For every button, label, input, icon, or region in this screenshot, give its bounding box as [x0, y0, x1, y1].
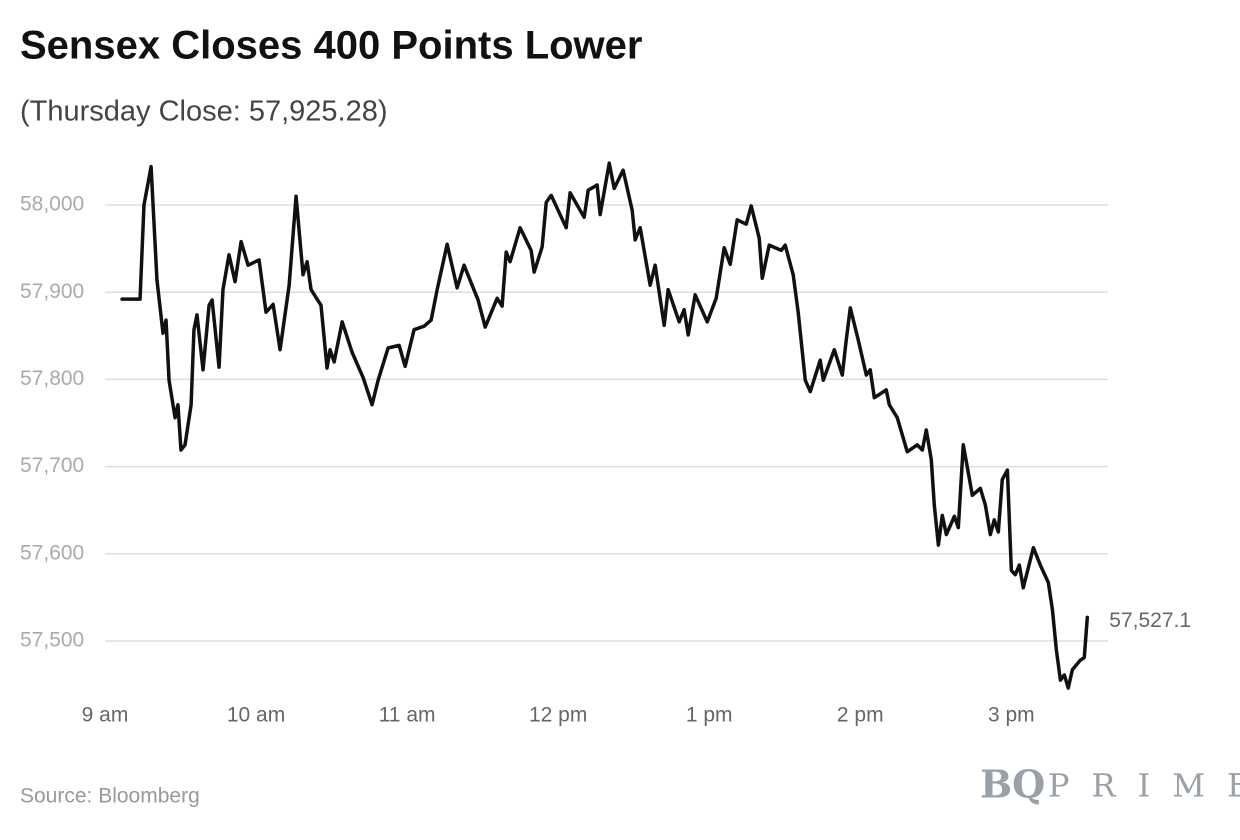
logo-text: PRIME: [1048, 767, 1240, 805]
x-tick-label: 9 am: [82, 704, 129, 727]
logo-mark: BQ: [980, 762, 1045, 807]
y-tick-label: 57,800: [20, 367, 84, 390]
line: [120, 161, 1090, 690]
x-tick-label: 1 pm: [686, 704, 733, 727]
chart-subtitle: (Thursday Close: 57,925.28): [20, 96, 388, 128]
x-tick-label: 12 pm: [529, 704, 587, 727]
y-tick-label: 57,700: [20, 454, 84, 477]
source: Source: Bloomberg: [20, 785, 200, 808]
y-tick-label: 57,500: [20, 629, 84, 652]
y-tick-label: 57,900: [20, 280, 84, 303]
x-tick-label: 10 am: [227, 704, 285, 727]
y-tick-label: 58,000: [20, 193, 84, 216]
y-tick-label: 57,600: [20, 541, 84, 564]
chart-title: Sensex Closes 400 Points Lower: [20, 24, 642, 68]
end-label: 57,527.1: [1109, 609, 1191, 632]
x-tick-label: 3 pm: [988, 704, 1035, 727]
x-tick-label: 11 am: [379, 704, 436, 727]
x-tick-label: 2 pm: [837, 704, 884, 727]
